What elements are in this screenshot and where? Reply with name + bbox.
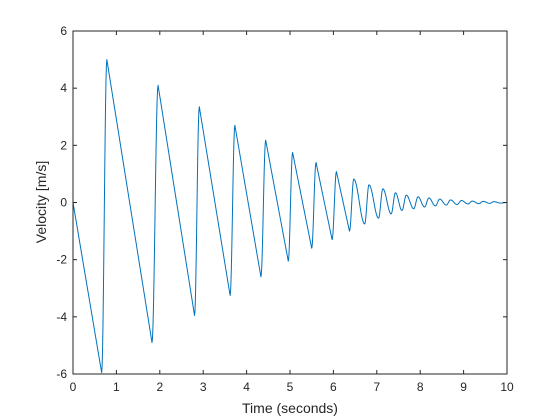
x-tick-label-0: 0	[70, 380, 77, 394]
x-tick-label-7: 7	[373, 380, 380, 394]
series-layer	[72, 59, 508, 374]
x-tick-label-1: 1	[113, 380, 120, 394]
x-axis-label: Time (seconds)	[242, 400, 338, 416]
axes-frame	[72, 30, 508, 375]
x-tick-label-6: 6	[330, 380, 337, 394]
plot-area	[73, 31, 507, 374]
y-tick-label-1: -4	[56, 310, 67, 324]
x-tick-label-4: 4	[243, 380, 250, 394]
x-tick-label-2: 2	[156, 380, 163, 394]
y-tick-label-5: 4	[60, 81, 67, 95]
y-tick-label-6: 6	[60, 24, 67, 38]
y-tick-label-3: 0	[60, 196, 67, 210]
y-tick-label-4: 2	[60, 138, 67, 152]
x-tick-label-8: 8	[417, 380, 424, 394]
x-tick-label-5: 5	[287, 380, 294, 394]
series-line-0	[72, 59, 508, 374]
tick-layer: 0 1 2 3 4 5 6 7 8 9 10 -6 -4 -2 0 2 4 6	[56, 24, 514, 394]
y-tick-label-2: -2	[56, 253, 67, 267]
y-tick-label-0: -6	[56, 367, 67, 381]
x-tick-label-3: 3	[200, 380, 207, 394]
x-tick-label-10: 10	[500, 380, 514, 394]
y-axis-label: Velocity [m/s]	[33, 161, 49, 243]
x-tick-label-9: 9	[460, 380, 467, 394]
